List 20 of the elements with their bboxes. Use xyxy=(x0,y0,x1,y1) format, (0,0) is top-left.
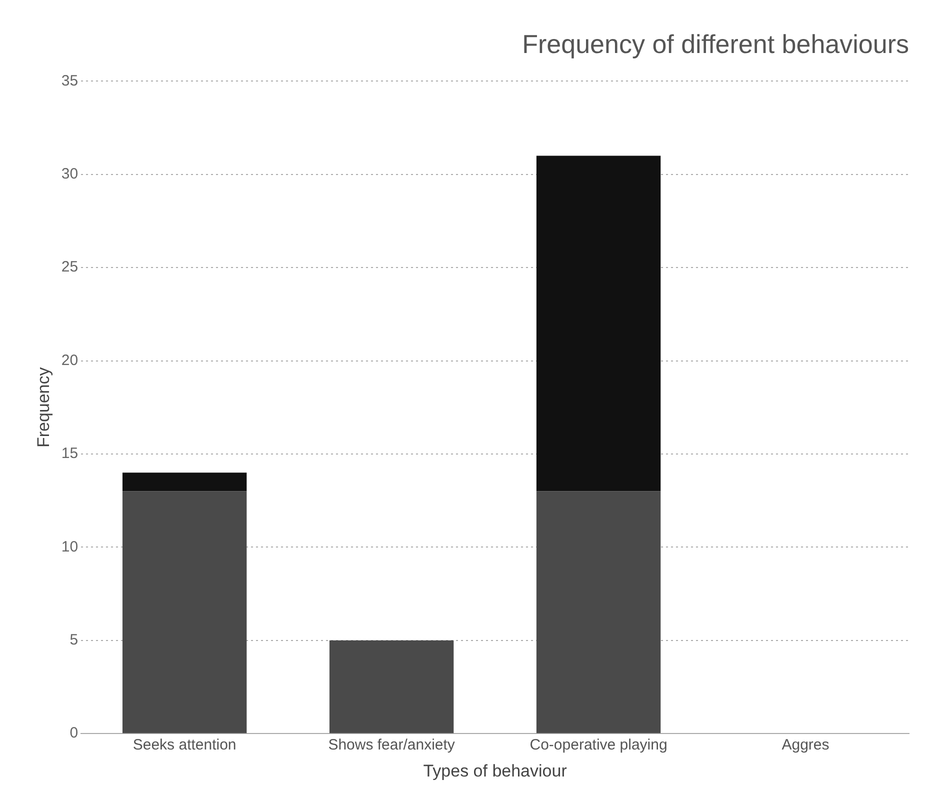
y-tick-label: 20 xyxy=(61,352,78,369)
x-tick-label: Aggres xyxy=(782,736,830,754)
bar xyxy=(536,491,661,734)
y-tick-label: 10 xyxy=(61,538,78,556)
x-tick-label: Shows fear/anxiety xyxy=(328,736,456,754)
chart-title: Frequency of different behaviours xyxy=(522,28,909,59)
x-axis-title: Types of behaviour xyxy=(423,761,568,780)
y-axis-title: Frequency xyxy=(34,366,53,448)
x-tick-label: Seeks attention xyxy=(132,736,236,754)
y-tick-label: 15 xyxy=(61,445,78,462)
y-tick-label: 35 xyxy=(61,72,78,90)
bar xyxy=(122,472,247,492)
y-tick-label: 5 xyxy=(70,632,78,649)
bar xyxy=(329,640,454,734)
bar xyxy=(536,156,661,492)
y-tick-label: 25 xyxy=(61,258,78,276)
y-tick-label: 30 xyxy=(61,166,78,183)
bar xyxy=(122,491,247,734)
x-tick-label: Co-operative playing xyxy=(530,736,668,754)
y-tick-label: 0 xyxy=(70,724,78,742)
